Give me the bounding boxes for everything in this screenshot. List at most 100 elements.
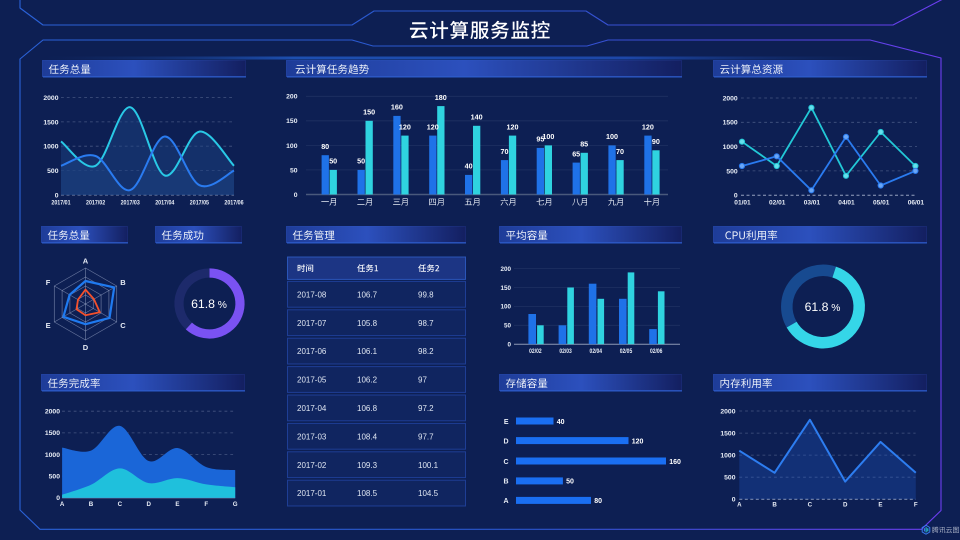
svg-text:100: 100 [606,132,618,141]
svg-text:F: F [46,278,51,287]
svg-text:A: A [60,501,65,508]
svg-text:%: % [218,300,227,311]
svg-text:1500: 1500 [723,120,738,127]
svg-text:97.2: 97.2 [418,404,434,413]
svg-text:100: 100 [500,304,511,311]
svg-text:2017-01: 2017-01 [297,489,327,498]
svg-text:A: A [737,502,742,509]
svg-text:F: F [914,502,918,509]
svg-text:120: 120 [427,122,439,131]
svg-text:120: 120 [632,438,644,445]
svg-text:0: 0 [507,342,511,349]
svg-text:D: D [83,343,89,352]
svg-text:105.8: 105.8 [357,319,378,328]
svg-text:108.5: 108.5 [357,489,378,498]
svg-text:500: 500 [49,474,61,481]
svg-text:150: 150 [286,118,298,125]
svg-text:C: C [503,459,508,466]
svg-text:200: 200 [500,266,511,273]
svg-text:2017/04: 2017/04 [155,200,175,206]
svg-text:160: 160 [391,103,403,112]
svg-text:C: C [808,502,813,509]
svg-text:E: E [175,501,179,508]
svg-text:100.1: 100.1 [418,461,439,470]
svg-text:1500: 1500 [45,430,60,437]
svg-text:85: 85 [580,140,588,149]
svg-text:02/03: 02/03 [559,348,572,355]
svg-text:50: 50 [290,167,298,174]
svg-text:500: 500 [724,475,736,482]
svg-text:98.2: 98.2 [418,347,434,356]
svg-text:1000: 1000 [723,144,738,151]
svg-text:50: 50 [566,479,574,486]
svg-text:2017/05: 2017/05 [190,200,210,206]
svg-text:B: B [772,502,777,509]
svg-text:%: % [831,303,840,314]
svg-text:1000: 1000 [43,144,58,151]
svg-text:2017-04: 2017-04 [297,404,327,413]
svg-text:120: 120 [507,122,519,131]
svg-text:2017/01: 2017/01 [51,200,71,206]
svg-text:65: 65 [572,149,580,158]
svg-text:B: B [503,479,508,486]
svg-text:D: D [503,438,508,445]
svg-text:2017-06: 2017-06 [297,347,327,356]
svg-text:02/02: 02/02 [529,348,542,355]
svg-text:0: 0 [294,192,298,199]
svg-text:80: 80 [594,498,602,505]
svg-text:0: 0 [732,497,736,504]
svg-text:97: 97 [418,376,427,385]
svg-text:0: 0 [55,192,59,199]
svg-text:108.4: 108.4 [357,432,378,441]
svg-text:2000: 2000 [45,409,60,416]
svg-text:A: A [503,498,508,505]
svg-text:90: 90 [652,137,660,146]
svg-text:180: 180 [435,93,447,102]
svg-text:50: 50 [504,323,512,330]
svg-text:160: 160 [669,459,681,466]
svg-text:02/05: 02/05 [620,348,633,355]
svg-text:G: G [233,501,238,508]
svg-text:06/01: 06/01 [908,200,925,207]
svg-text:0: 0 [56,495,60,502]
svg-text:97.7: 97.7 [418,432,434,441]
svg-text:2000: 2000 [43,95,58,102]
svg-text:2017-05: 2017-05 [297,376,327,385]
svg-text:2017/03: 2017/03 [121,200,141,206]
svg-text:2017-03: 2017-03 [297,432,327,441]
svg-text:02/04: 02/04 [590,348,603,355]
svg-text:F: F [204,501,208,508]
svg-text:D: D [843,502,848,509]
svg-text:40: 40 [557,419,565,426]
svg-text:2000: 2000 [723,95,738,102]
svg-text:500: 500 [726,168,738,175]
svg-text:2017/06: 2017/06 [224,200,244,206]
svg-text:106.8: 106.8 [357,404,378,413]
svg-text:D: D [146,501,151,508]
svg-text:150: 150 [500,285,511,292]
svg-text:50: 50 [357,157,365,166]
svg-text:106.1: 106.1 [357,347,378,356]
svg-text:100: 100 [286,143,298,150]
svg-text:100: 100 [542,132,554,141]
svg-text:50: 50 [329,157,337,166]
svg-text:140: 140 [471,113,483,122]
svg-text:0: 0 [734,193,738,200]
svg-text:120: 120 [642,122,654,131]
svg-text:04/01: 04/01 [838,200,855,207]
svg-text:C: C [118,501,123,508]
svg-text:2017/02: 2017/02 [86,200,106,206]
svg-text:C: C [120,321,126,330]
svg-text:95: 95 [536,135,544,144]
svg-text:B: B [89,501,94,508]
svg-text:05/01: 05/01 [873,200,890,207]
svg-text:2017-07: 2017-07 [297,319,327,328]
svg-text:106.7: 106.7 [357,290,378,299]
svg-text:E: E [504,419,509,426]
svg-text:80: 80 [321,142,329,151]
svg-text:B: B [120,278,126,287]
svg-text:1500: 1500 [43,119,58,126]
svg-text:E: E [46,321,51,330]
svg-text:109.3: 109.3 [357,461,378,470]
svg-text:01/01: 01/01 [734,200,751,207]
